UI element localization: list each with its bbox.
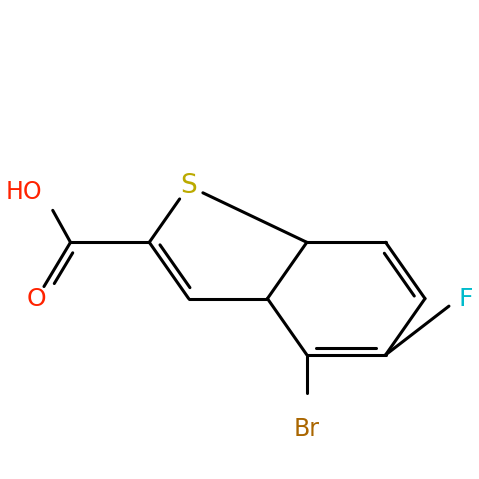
Text: HO: HO xyxy=(6,180,42,204)
Text: O: O xyxy=(27,286,46,310)
Text: S: S xyxy=(180,173,197,199)
Text: Br: Br xyxy=(294,417,320,441)
Text: F: F xyxy=(459,286,473,310)
